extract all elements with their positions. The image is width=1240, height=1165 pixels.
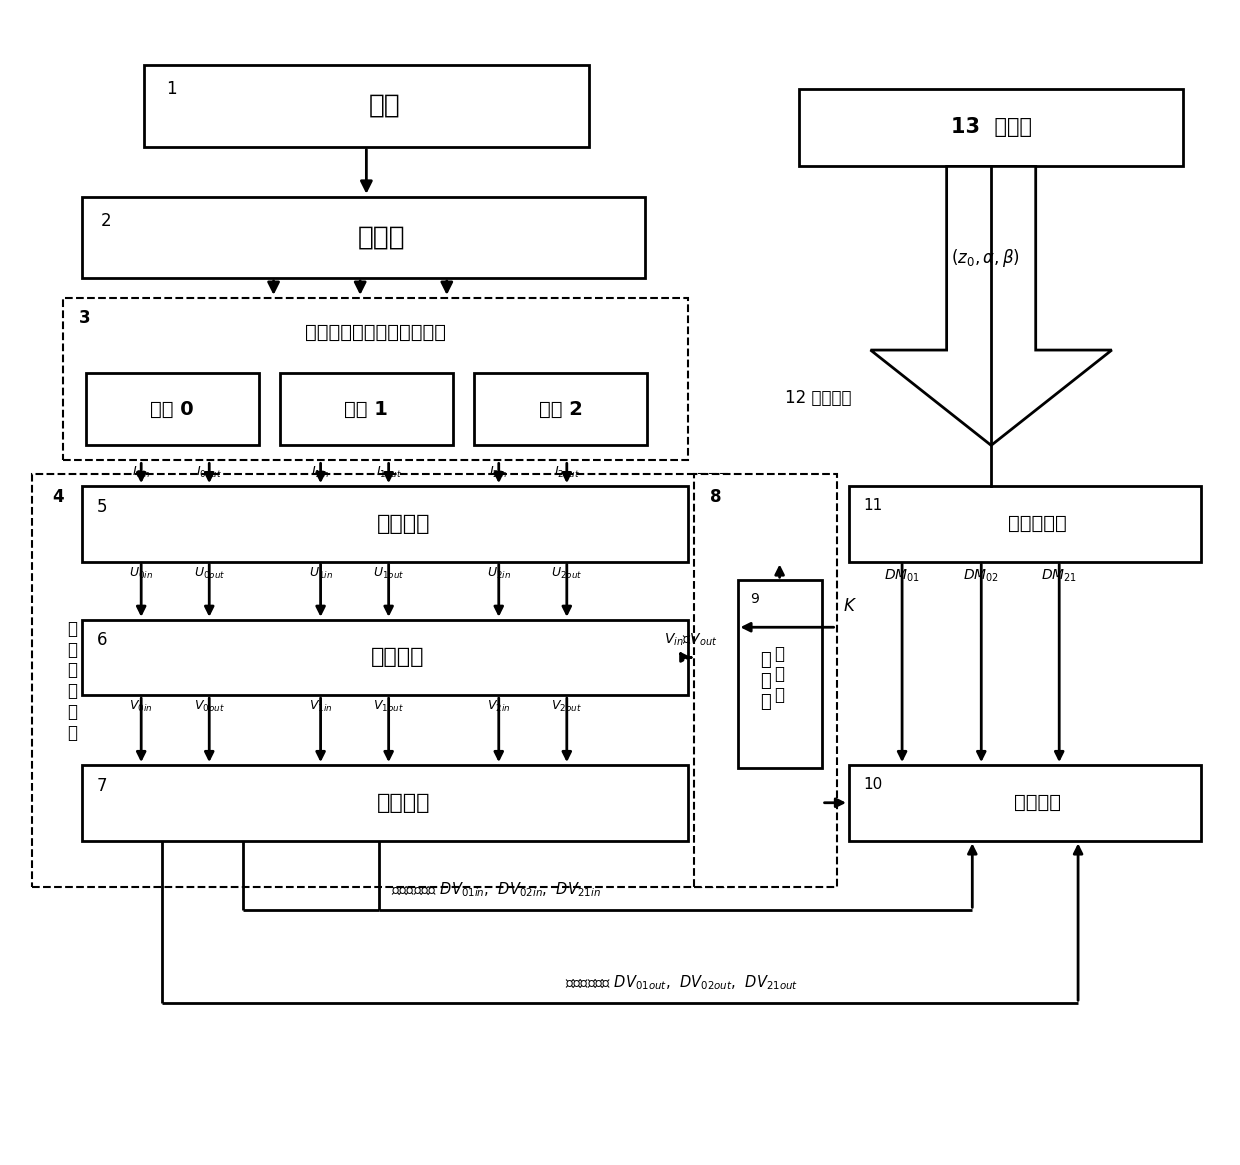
- Text: 11: 11: [864, 497, 883, 513]
- Text: 光电转换: 光电转换: [377, 514, 430, 534]
- Text: $U_{2in}$: $U_{2in}$: [487, 566, 511, 580]
- Bar: [694, 474, 837, 887]
- Text: $V_{1out}$: $V_{1out}$: [373, 699, 404, 714]
- Text: $(z_0,\alpha,\beta)$: $(z_0,\alpha,\beta)$: [951, 247, 1019, 269]
- Text: 基元 2: 基元 2: [538, 400, 583, 419]
- Text: 比除运算: 比除运算: [1014, 793, 1061, 812]
- Text: 1: 1: [166, 80, 176, 98]
- Text: 内圈差分信号 $DV_{01in}$,  $DV_{02in}$,  $DV_{21in}$: 内圈差分信号 $DV_{01in}$, $DV_{02in}$, $DV_{21…: [391, 880, 601, 898]
- Bar: [474, 373, 647, 445]
- Bar: [849, 765, 1202, 840]
- Bar: [144, 65, 589, 147]
- Text: 9: 9: [750, 592, 759, 606]
- Text: $DM_{02}$: $DM_{02}$: [963, 567, 999, 584]
- Text: 光源: 光源: [370, 93, 401, 119]
- Text: $U_{1out}$: $U_{1out}$: [373, 566, 404, 580]
- Text: $I_{2in}$: $I_{2in}$: [490, 465, 508, 480]
- Bar: [849, 486, 1202, 562]
- Text: $V_{2out}$: $V_{2out}$: [552, 699, 582, 714]
- Bar: [280, 373, 453, 445]
- Text: 3: 3: [79, 310, 91, 327]
- Text: $U_{0in}$: $U_{0in}$: [129, 566, 154, 580]
- Text: $I_{2out}$: $I_{2out}$: [554, 465, 580, 480]
- Text: 基元 1: 基元 1: [345, 400, 388, 419]
- Bar: [63, 298, 688, 460]
- Text: $V_{0out}$: $V_{0out}$: [193, 699, 224, 714]
- Text: 基元 0: 基元 0: [150, 400, 193, 419]
- Text: $V_{0in}$: $V_{0in}$: [129, 699, 153, 714]
- Text: $U_{0out}$: $U_{0out}$: [193, 566, 224, 580]
- Text: $V_{in}$、$V_{out}$: $V_{in}$、$V_{out}$: [665, 631, 718, 648]
- Text: 单
片
机: 单 片 机: [760, 651, 771, 711]
- Text: 12 通讯总线: 12 通讯总线: [785, 389, 852, 407]
- Bar: [738, 580, 822, 769]
- Text: 预
定
位: 预 定 位: [775, 644, 785, 704]
- Text: 13  上位机: 13 上位机: [951, 118, 1032, 137]
- Text: 6: 6: [97, 631, 107, 649]
- Text: $U_{1in}$: $U_{1in}$: [309, 566, 332, 580]
- Bar: [32, 474, 732, 887]
- Bar: [82, 765, 688, 840]
- Text: $I_{1in}$: $I_{1in}$: [311, 465, 330, 480]
- Text: 减法模块: 减法模块: [377, 792, 430, 813]
- Text: 放大跟随: 放大跟随: [371, 648, 424, 668]
- Text: $DM_{01}$: $DM_{01}$: [884, 567, 920, 584]
- Bar: [800, 89, 1183, 167]
- Text: 5: 5: [97, 497, 107, 516]
- Text: 前
置
处
理
电
路: 前 置 处 理 电 路: [67, 620, 77, 742]
- Text: $I_{0out}$: $I_{0out}$: [196, 465, 222, 480]
- Text: 8: 8: [711, 488, 722, 507]
- Text: $U_{2out}$: $U_{2out}$: [551, 566, 583, 580]
- Text: 外圈差分信号 $DV_{01out}$,  $DV_{02out}$,  $DV_{21out}$: 外圈差分信号 $DV_{01out}$, $DV_{02out}$, $DV_{…: [565, 973, 799, 991]
- Text: 4: 4: [52, 488, 63, 507]
- Bar: [86, 373, 259, 445]
- Text: 7: 7: [97, 777, 107, 795]
- Text: $K$: $K$: [843, 598, 857, 615]
- Text: 方程组解算: 方程组解算: [1008, 514, 1066, 534]
- Bar: [82, 620, 688, 696]
- Bar: [82, 486, 688, 562]
- Text: 叶尖间隙三维光纤检测探头: 叶尖间隙三维光纤检测探头: [305, 323, 446, 343]
- Text: $V_{1in}$: $V_{1in}$: [309, 699, 332, 714]
- Text: $V_{2in}$: $V_{2in}$: [487, 699, 511, 714]
- Text: 分光器: 分光器: [358, 225, 405, 250]
- Text: 10: 10: [864, 777, 883, 791]
- Text: $DM_{21}$: $DM_{21}$: [1042, 567, 1078, 584]
- Polygon shape: [870, 167, 1112, 445]
- Text: $I_{1out}$: $I_{1out}$: [376, 465, 402, 480]
- Text: $I_{0in}$: $I_{0in}$: [131, 465, 150, 480]
- Bar: [82, 197, 645, 278]
- Text: 2: 2: [100, 212, 112, 230]
